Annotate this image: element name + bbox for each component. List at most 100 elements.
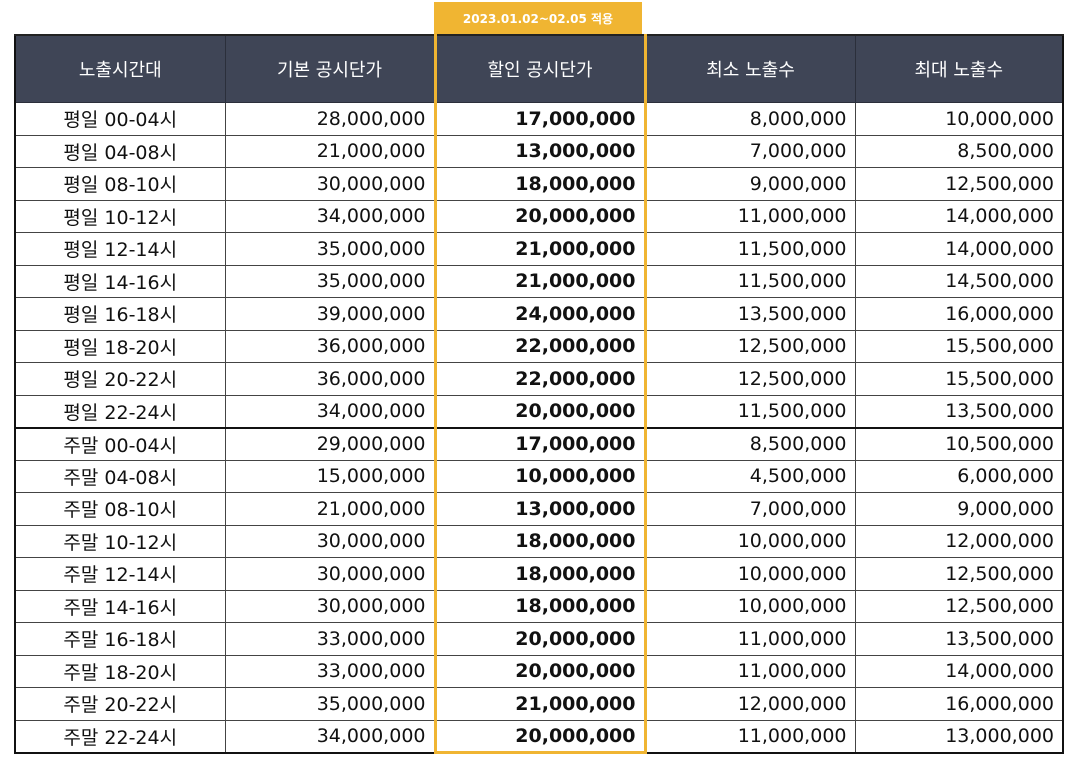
base-price-cell: 28,000,000 (224, 102, 436, 136)
price-table: 노출시간대 기본 공시단가 할인 공시단가 최소 노출수 최대 노출수 평일 0… (14, 34, 1064, 754)
min-impressions-cell: 10,000,000 (644, 589, 856, 623)
max-impressions-cell: 9,000,000 (854, 492, 1064, 526)
base-price-cell: 35,000,000 (224, 264, 436, 298)
base-price-cell: 33,000,000 (224, 622, 436, 656)
min-impressions-cell: 4,500,000 (644, 459, 856, 493)
discount-price-cell: 24,000,000 (433, 297, 647, 331)
min-impressions-cell: 11,000,000 (644, 654, 856, 688)
max-impressions-cell: 15,500,000 (854, 329, 1064, 363)
table-row: 평일 20-22시 36,000,000 22,000,000 12,500,000 1… (14, 362, 1064, 396)
discount-price-cell: 21,000,000 (433, 264, 647, 298)
base-price-cell: 35,000,000 (224, 232, 436, 266)
min-impressions-cell: 7,000,000 (644, 492, 856, 526)
time-slot-cell: 평일 18-20시 (14, 329, 226, 363)
header-min-impressions: 최소 노출수 (644, 34, 856, 103)
min-impressions-cell: 12,000,000 (644, 687, 856, 721)
min-impressions-cell: 11,500,000 (644, 264, 856, 298)
table-row: 주말 10-12시 30,000,000 18,000,000 10,000,000 1… (14, 524, 1064, 558)
time-slot-cell: 주말 08-10시 (14, 492, 226, 526)
base-price-cell: 36,000,000 (224, 362, 436, 396)
base-price-cell: 30,000,000 (224, 589, 436, 623)
base-price-cell: 30,000,000 (224, 557, 436, 591)
discount-price-cell: 10,000,000 (433, 459, 647, 493)
base-price-cell: 35,000,000 (224, 687, 436, 721)
time-slot-cell: 평일 22-24시 (14, 394, 226, 428)
discount-price-cell: 20,000,000 (433, 394, 647, 428)
min-impressions-cell: 7,000,000 (644, 134, 856, 168)
table-row: 평일 12-14시 35,000,000 21,000,000 11,500,000 1… (14, 232, 1064, 266)
discount-price-cell: 18,000,000 (433, 557, 647, 591)
base-price-cell: 34,000,000 (224, 394, 436, 428)
discount-price-cell: 18,000,000 (433, 524, 647, 558)
min-impressions-cell: 12,500,000 (644, 329, 856, 363)
time-slot-cell: 주말 14-16시 (14, 589, 226, 623)
table-row: 주말 08-10시 21,000,000 13,000,000 7,000,000 9,… (14, 492, 1064, 526)
discount-price-cell: 20,000,000 (433, 622, 647, 656)
min-impressions-cell: 11,000,000 (644, 622, 856, 656)
max-impressions-cell: 12,500,000 (854, 167, 1064, 201)
table-row: 평일 14-16시 35,000,000 21,000,000 11,500,000 1… (14, 264, 1064, 298)
base-price-cell: 30,000,000 (224, 524, 436, 558)
header-discount-price: 할인 공시단가 (433, 34, 647, 103)
min-impressions-cell: 9,000,000 (644, 167, 856, 201)
time-slot-cell: 주말 04-08시 (14, 459, 226, 493)
max-impressions-cell: 8,500,000 (854, 134, 1064, 168)
discount-price-cell: 21,000,000 (433, 232, 647, 266)
table-row: 주말 14-16시 30,000,000 18,000,000 10,000,000 1… (14, 589, 1064, 623)
time-slot-cell: 평일 14-16시 (14, 264, 226, 298)
table-row: 주말 04-08시 15,000,000 10,000,000 4,500,000 6,… (14, 459, 1064, 493)
discount-price-cell: 18,000,000 (433, 167, 647, 201)
time-slot-cell: 평일 00-04시 (14, 102, 226, 136)
min-impressions-cell: 8,500,000 (644, 426, 856, 461)
base-price-cell: 21,000,000 (224, 492, 436, 526)
discount-price-cell: 13,000,000 (433, 134, 647, 168)
discount-price-cell: 22,000,000 (433, 362, 647, 396)
min-impressions-cell: 10,000,000 (644, 524, 856, 558)
min-impressions-cell: 11,500,000 (644, 394, 856, 428)
max-impressions-cell: 13,000,000 (854, 719, 1064, 753)
min-impressions-cell: 10,000,000 (644, 557, 856, 591)
table-row: 주말 20-22시 35,000,000 21,000,000 12,000,000 1… (14, 687, 1064, 721)
max-impressions-cell: 6,000,000 (854, 459, 1064, 493)
time-slot-cell: 주말 18-20시 (14, 654, 226, 688)
discount-price-cell: 18,000,000 (433, 589, 647, 623)
time-slot-cell: 평일 16-18시 (14, 297, 226, 331)
max-impressions-cell: 12,000,000 (854, 524, 1064, 558)
discount-price-cell: 20,000,000 (433, 719, 647, 754)
time-slot-cell: 평일 08-10시 (14, 167, 226, 201)
discount-price-cell: 13,000,000 (433, 492, 647, 526)
base-price-cell: 34,000,000 (224, 199, 436, 233)
time-slot-cell: 주말 00-04시 (14, 426, 226, 461)
max-impressions-cell: 12,500,000 (854, 589, 1064, 623)
min-impressions-cell: 8,000,000 (644, 102, 856, 136)
time-slot-cell: 평일 04-08시 (14, 134, 226, 168)
max-impressions-cell: 13,500,000 (854, 394, 1064, 428)
time-slot-cell: 주말 20-22시 (14, 687, 226, 721)
base-price-cell: 29,000,000 (224, 426, 436, 461)
max-impressions-cell: 14,000,000 (854, 654, 1064, 688)
base-price-cell: 34,000,000 (224, 719, 436, 753)
base-price-cell: 15,000,000 (224, 459, 436, 493)
table-row: 평일 08-10시 30,000,000 18,000,000 9,000,000 12… (14, 167, 1064, 201)
min-impressions-cell: 12,500,000 (644, 362, 856, 396)
table-row: 평일 04-08시 21,000,000 13,000,000 7,000,000 8,… (14, 134, 1064, 168)
header-time-slot: 노출시간대 (14, 34, 226, 103)
discount-price-cell: 21,000,000 (433, 687, 647, 721)
time-slot-cell: 평일 10-12시 (14, 199, 226, 233)
min-impressions-cell: 11,500,000 (644, 232, 856, 266)
period-badge: 2023.01.02~02.05 적용 (434, 2, 642, 34)
table-row: 주말 00-04시 29,000,000 17,000,000 8,500,000 10… (14, 426, 1064, 461)
discount-price-cell: 20,000,000 (433, 654, 647, 688)
base-price-cell: 33,000,000 (224, 654, 436, 688)
discount-price-cell: 17,000,000 (433, 426, 647, 461)
max-impressions-cell: 14,500,000 (854, 264, 1064, 298)
min-impressions-cell: 13,500,000 (644, 297, 856, 331)
time-slot-cell: 주말 16-18시 (14, 622, 226, 656)
base-price-cell: 21,000,000 (224, 134, 436, 168)
max-impressions-cell: 12,500,000 (854, 557, 1064, 591)
discount-price-cell: 22,000,000 (433, 329, 647, 363)
table-row: 평일 16-18시 39,000,000 24,000,000 13,500,000 1… (14, 297, 1064, 331)
max-impressions-cell: 16,000,000 (854, 687, 1064, 721)
max-impressions-cell: 13,500,000 (854, 622, 1064, 656)
base-price-cell: 30,000,000 (224, 167, 436, 201)
